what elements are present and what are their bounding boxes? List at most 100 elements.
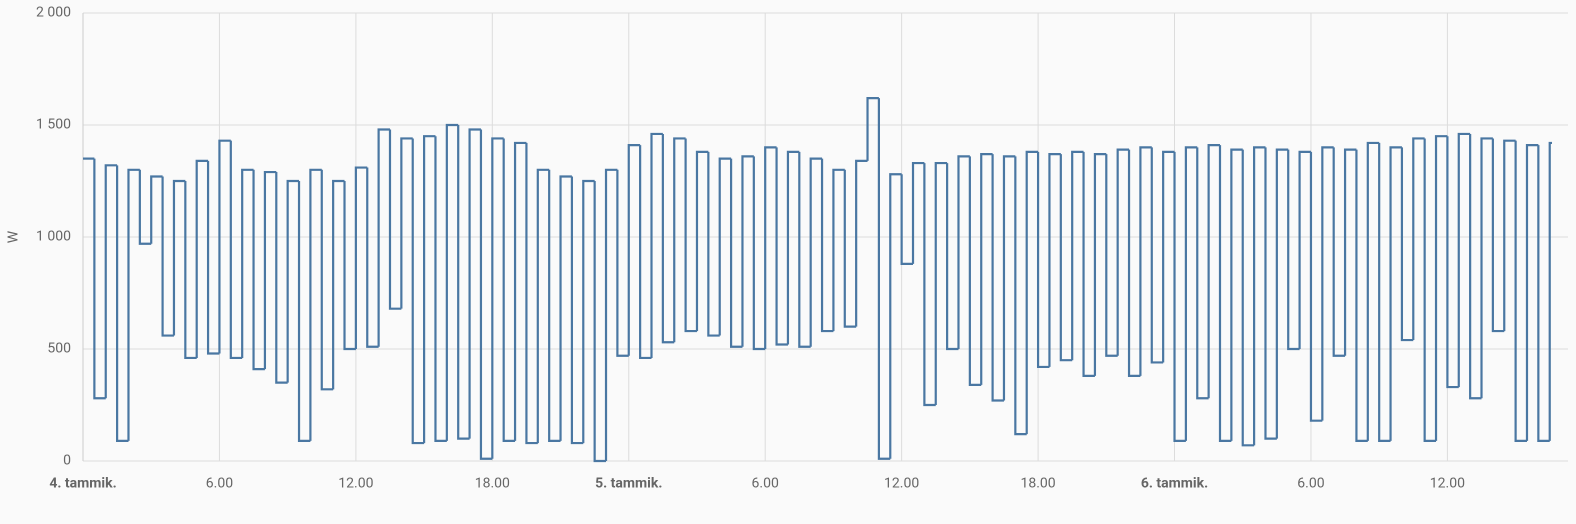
- x-tick-label: 5. tammik.: [595, 476, 662, 492]
- step-segment: [286, 179, 300, 383]
- step-segment: [741, 155, 754, 347]
- step-segment: [206, 160, 220, 355]
- step-segment: [536, 168, 550, 444]
- step-segment: [1537, 145, 1550, 442]
- step-segment: [548, 169, 561, 442]
- step-segment: [525, 142, 538, 445]
- step-segment: [411, 138, 425, 445]
- step-segment: [366, 167, 379, 348]
- step-segment: [786, 150, 800, 345]
- step-segment: [275, 172, 288, 384]
- step-segment: [1446, 136, 1459, 389]
- step-segment: [650, 132, 663, 358]
- step-segment: [422, 135, 436, 444]
- step-segment: [161, 176, 174, 337]
- step-segment: [104, 164, 118, 399]
- x-tick-label: 12.00: [338, 476, 373, 492]
- step-segment: [1014, 156, 1027, 436]
- step-segment: [1071, 150, 1084, 361]
- step-segment: [491, 137, 504, 459]
- step-segment: [195, 159, 209, 358]
- step-segment: [184, 181, 197, 360]
- step-segment: [1002, 155, 1016, 401]
- step-segment: [832, 168, 845, 332]
- step-segment: [127, 168, 140, 441]
- step-segment: [1298, 150, 1311, 349]
- step-segment: [1491, 138, 1505, 333]
- step-segment: [1469, 133, 1482, 400]
- step-segment: [252, 169, 265, 371]
- step-segment: [934, 161, 948, 405]
- step-segment: [218, 139, 231, 354]
- step-segment: [332, 179, 345, 390]
- x-tick-label: 6. tammik.: [1141, 476, 1208, 492]
- step-segment: [684, 138, 697, 333]
- step-segment: [1025, 150, 1039, 435]
- step-segment: [297, 181, 311, 442]
- step-segment: [559, 175, 572, 441]
- step-segment: [343, 181, 356, 351]
- y-tick-label: 1 500: [36, 117, 71, 133]
- step-segment: [1139, 146, 1152, 376]
- step-segment: [1162, 150, 1175, 363]
- step-segment: [695, 150, 709, 332]
- step-segment: [263, 170, 277, 370]
- step-segment: [1207, 144, 1220, 399]
- step-segment: [400, 137, 413, 309]
- step-segment: [320, 169, 334, 391]
- step-segment: [991, 154, 1004, 402]
- step-segment: [502, 138, 516, 442]
- step-segment: [1355, 149, 1368, 442]
- step-segment: [570, 176, 584, 445]
- y-tick-label: 1 000: [36, 229, 71, 245]
- step-segment: [1241, 149, 1255, 447]
- step-segment: [138, 169, 152, 245]
- step-segment: [604, 168, 618, 461]
- step-segment: [1127, 149, 1141, 377]
- step-segment: [172, 179, 186, 336]
- step-segment: [593, 181, 607, 463]
- step-segment: [798, 151, 811, 348]
- step-segment: [377, 128, 390, 347]
- step-segment: [980, 153, 993, 385]
- step-segment: [661, 133, 675, 344]
- step-segment: [752, 156, 766, 351]
- step-segment: [1093, 153, 1107, 376]
- y-tick-label: 500: [47, 341, 71, 357]
- step-segment: [1400, 147, 1414, 342]
- step-segment: [1036, 151, 1050, 369]
- step-segment: [1116, 148, 1130, 356]
- step-segment: [309, 168, 322, 441]
- step-segment: [946, 163, 959, 351]
- step-segment: [1082, 151, 1095, 377]
- step-segment: [627, 144, 641, 356]
- step-segment: [820, 158, 834, 333]
- step-segment: [1389, 146, 1402, 441]
- step-segment: [1321, 146, 1334, 421]
- step-segment: [1412, 137, 1425, 341]
- step-segment: [1275, 148, 1289, 439]
- y-tick-label: 0: [63, 453, 71, 469]
- step-segment: [1173, 151, 1186, 442]
- x-tick-label: 12.00: [1430, 476, 1465, 492]
- step-segment: [1059, 154, 1073, 362]
- step-segment: [877, 98, 891, 460]
- step-segment: [468, 128, 481, 439]
- x-tick-label: 12.00: [884, 476, 919, 492]
- step-segment: [866, 97, 879, 161]
- step-segment: [1309, 151, 1323, 422]
- step-segment: [1218, 145, 1232, 442]
- step-segment: [1184, 146, 1198, 441]
- step-segment: [354, 166, 368, 349]
- step-segment: [889, 173, 902, 459]
- step-segment: [707, 151, 720, 337]
- step-segment: [1457, 132, 1471, 388]
- step-segment: [1264, 147, 1277, 440]
- step-segment: [764, 146, 777, 349]
- step-segment: [457, 125, 470, 440]
- step-segment: [673, 137, 686, 343]
- step-segment: [1332, 147, 1346, 357]
- step-segment: [639, 145, 652, 360]
